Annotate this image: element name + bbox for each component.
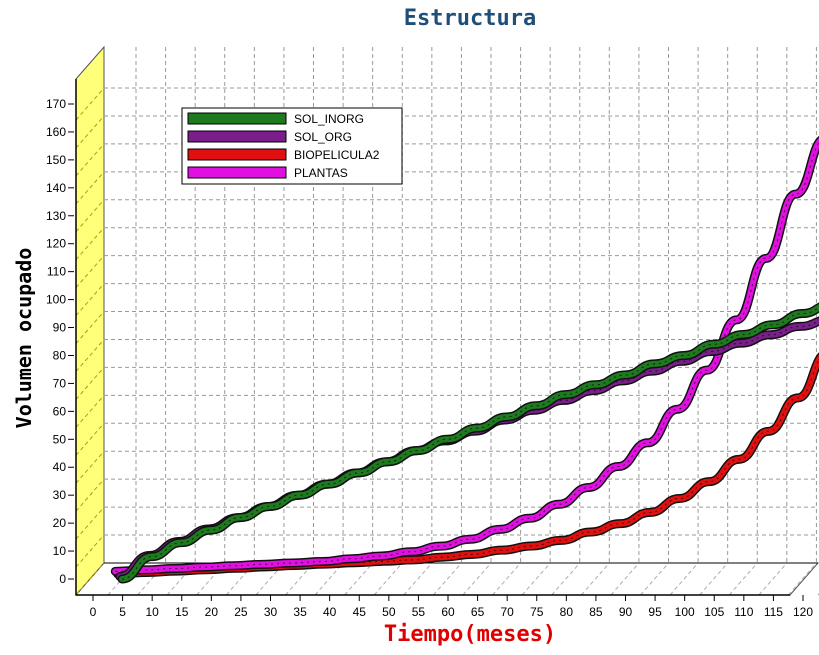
x-tick-label: 15	[175, 605, 189, 619]
wall-grid-line	[75, 143, 105, 177]
x-tick-label: 35	[293, 605, 307, 619]
y-tick-label: 170	[46, 97, 66, 111]
axes	[75, 79, 790, 596]
y-tick-label: 0	[59, 572, 66, 586]
x-tick-label: 115	[764, 605, 783, 619]
y-tick-label: 30	[53, 488, 67, 502]
left-wall	[75, 45, 105, 597]
floor-grid-line	[699, 562, 729, 596]
wall-grid-line	[75, 506, 105, 540]
legend-swatch	[187, 130, 287, 143]
floor-grid-line	[344, 562, 374, 596]
wall-grid-line	[75, 450, 105, 484]
floor-grid-line	[580, 562, 610, 596]
wall-grid-line	[75, 227, 105, 261]
y-tick-label: 50	[53, 432, 67, 446]
floor-grid-line	[492, 562, 521, 596]
floor-grid-line	[521, 562, 551, 596]
series-texture	[115, 141, 819, 572]
y-tick-label: 110	[47, 265, 66, 279]
wall-grid-line	[75, 115, 105, 149]
tick-labels: 0102030405060708090100110120130140150160…	[46, 97, 813, 619]
wall-grid-line	[75, 311, 105, 344]
x-tick-label: 10	[145, 605, 159, 619]
x-tick-label: 20	[205, 605, 219, 619]
floor-grid-line	[640, 562, 669, 596]
y-tick-label: 150	[46, 153, 66, 167]
x-tick-label: 65	[471, 605, 485, 619]
x-tick-label: 50	[382, 605, 396, 619]
x-tick-label: 40	[323, 605, 337, 619]
x-tick-label: 5	[119, 605, 126, 619]
wall-grid-line	[75, 478, 105, 512]
floor-grid-line	[610, 562, 640, 596]
series-texture	[121, 306, 819, 580]
x-tick-label: 25	[234, 605, 248, 619]
x-tick-label: 70	[500, 605, 514, 619]
wall-grid-line	[75, 422, 105, 456]
x-tick-label: 55	[412, 605, 426, 619]
legend-label: SOL_INORG	[294, 112, 364, 126]
y-tick-label: 80	[53, 348, 67, 362]
wall-grid-line	[75, 171, 105, 205]
x-tick-label: 90	[619, 605, 633, 619]
wall-grid-line	[75, 199, 105, 233]
legend-label: SOL_ORG	[294, 130, 352, 144]
floor-grid-line	[788, 562, 817, 596]
y-tick-label: 140	[46, 181, 66, 195]
legend: SOL_INORG SOL_ORG BIOPELICULA2 PLANTAS	[181, 107, 403, 185]
x-tick-label: 95	[648, 605, 662, 619]
y-tick-label: 120	[46, 237, 66, 251]
legend-swatch	[187, 112, 287, 125]
y-tick-label: 40	[53, 460, 67, 474]
y-tick-label: 130	[46, 209, 66, 223]
wall-grid-line	[75, 87, 105, 121]
floor-grid-line	[462, 562, 492, 596]
floor-grid-line	[728, 562, 758, 596]
x-tick-label: 85	[589, 605, 603, 619]
y-tick-label: 20	[53, 516, 67, 530]
floor-grid-line	[433, 562, 462, 596]
x-tick-label: 110	[734, 605, 753, 619]
x-tick-label: 80	[560, 605, 574, 619]
legend-swatch	[187, 166, 287, 179]
wall-grid-line	[75, 367, 105, 400]
y-tick-label: 60	[53, 404, 67, 418]
wall-grid-line	[75, 339, 105, 372]
wall-grid-line	[75, 534, 105, 568]
y-tick-label: 90	[53, 321, 67, 335]
wall-grid-line	[75, 255, 105, 288]
x-tick-label: 100	[675, 605, 695, 619]
floor-grid-line	[403, 562, 433, 596]
wall-grid-line	[75, 283, 105, 316]
x-tick-label: 45	[353, 605, 367, 619]
x-tick-label: 120	[793, 605, 813, 619]
floor-grid-line	[551, 562, 581, 596]
x-tick-label: 0	[90, 605, 97, 619]
y-tick-label: 10	[53, 544, 67, 558]
legend-label: BIOPELICULA2	[294, 148, 380, 162]
chart-title: Estructura	[403, 6, 537, 31]
series-texture	[117, 358, 819, 575]
series-layer	[110, 137, 819, 584]
legend-label: PLANTAS	[294, 166, 348, 180]
x-tick-label: 75	[530, 605, 544, 619]
floor-grid-line	[669, 562, 699, 596]
y-tick-label: 70	[53, 376, 67, 390]
x-tick-label: 60	[441, 605, 455, 619]
y-tick-label: 160	[46, 125, 66, 139]
wall-grid-line	[75, 395, 105, 428]
x-axis-title: Tiempo(meses)	[383, 622, 557, 647]
x-tick-label: 30	[264, 605, 278, 619]
floor-grid-line	[758, 562, 788, 596]
floor-grid-line	[314, 562, 344, 596]
wall-grid-line	[75, 562, 105, 596]
x-tick-label: 105	[704, 605, 724, 619]
y-tick-label: 100	[46, 293, 66, 307]
legend-swatch	[187, 148, 287, 161]
floor-grid-line	[373, 562, 403, 596]
